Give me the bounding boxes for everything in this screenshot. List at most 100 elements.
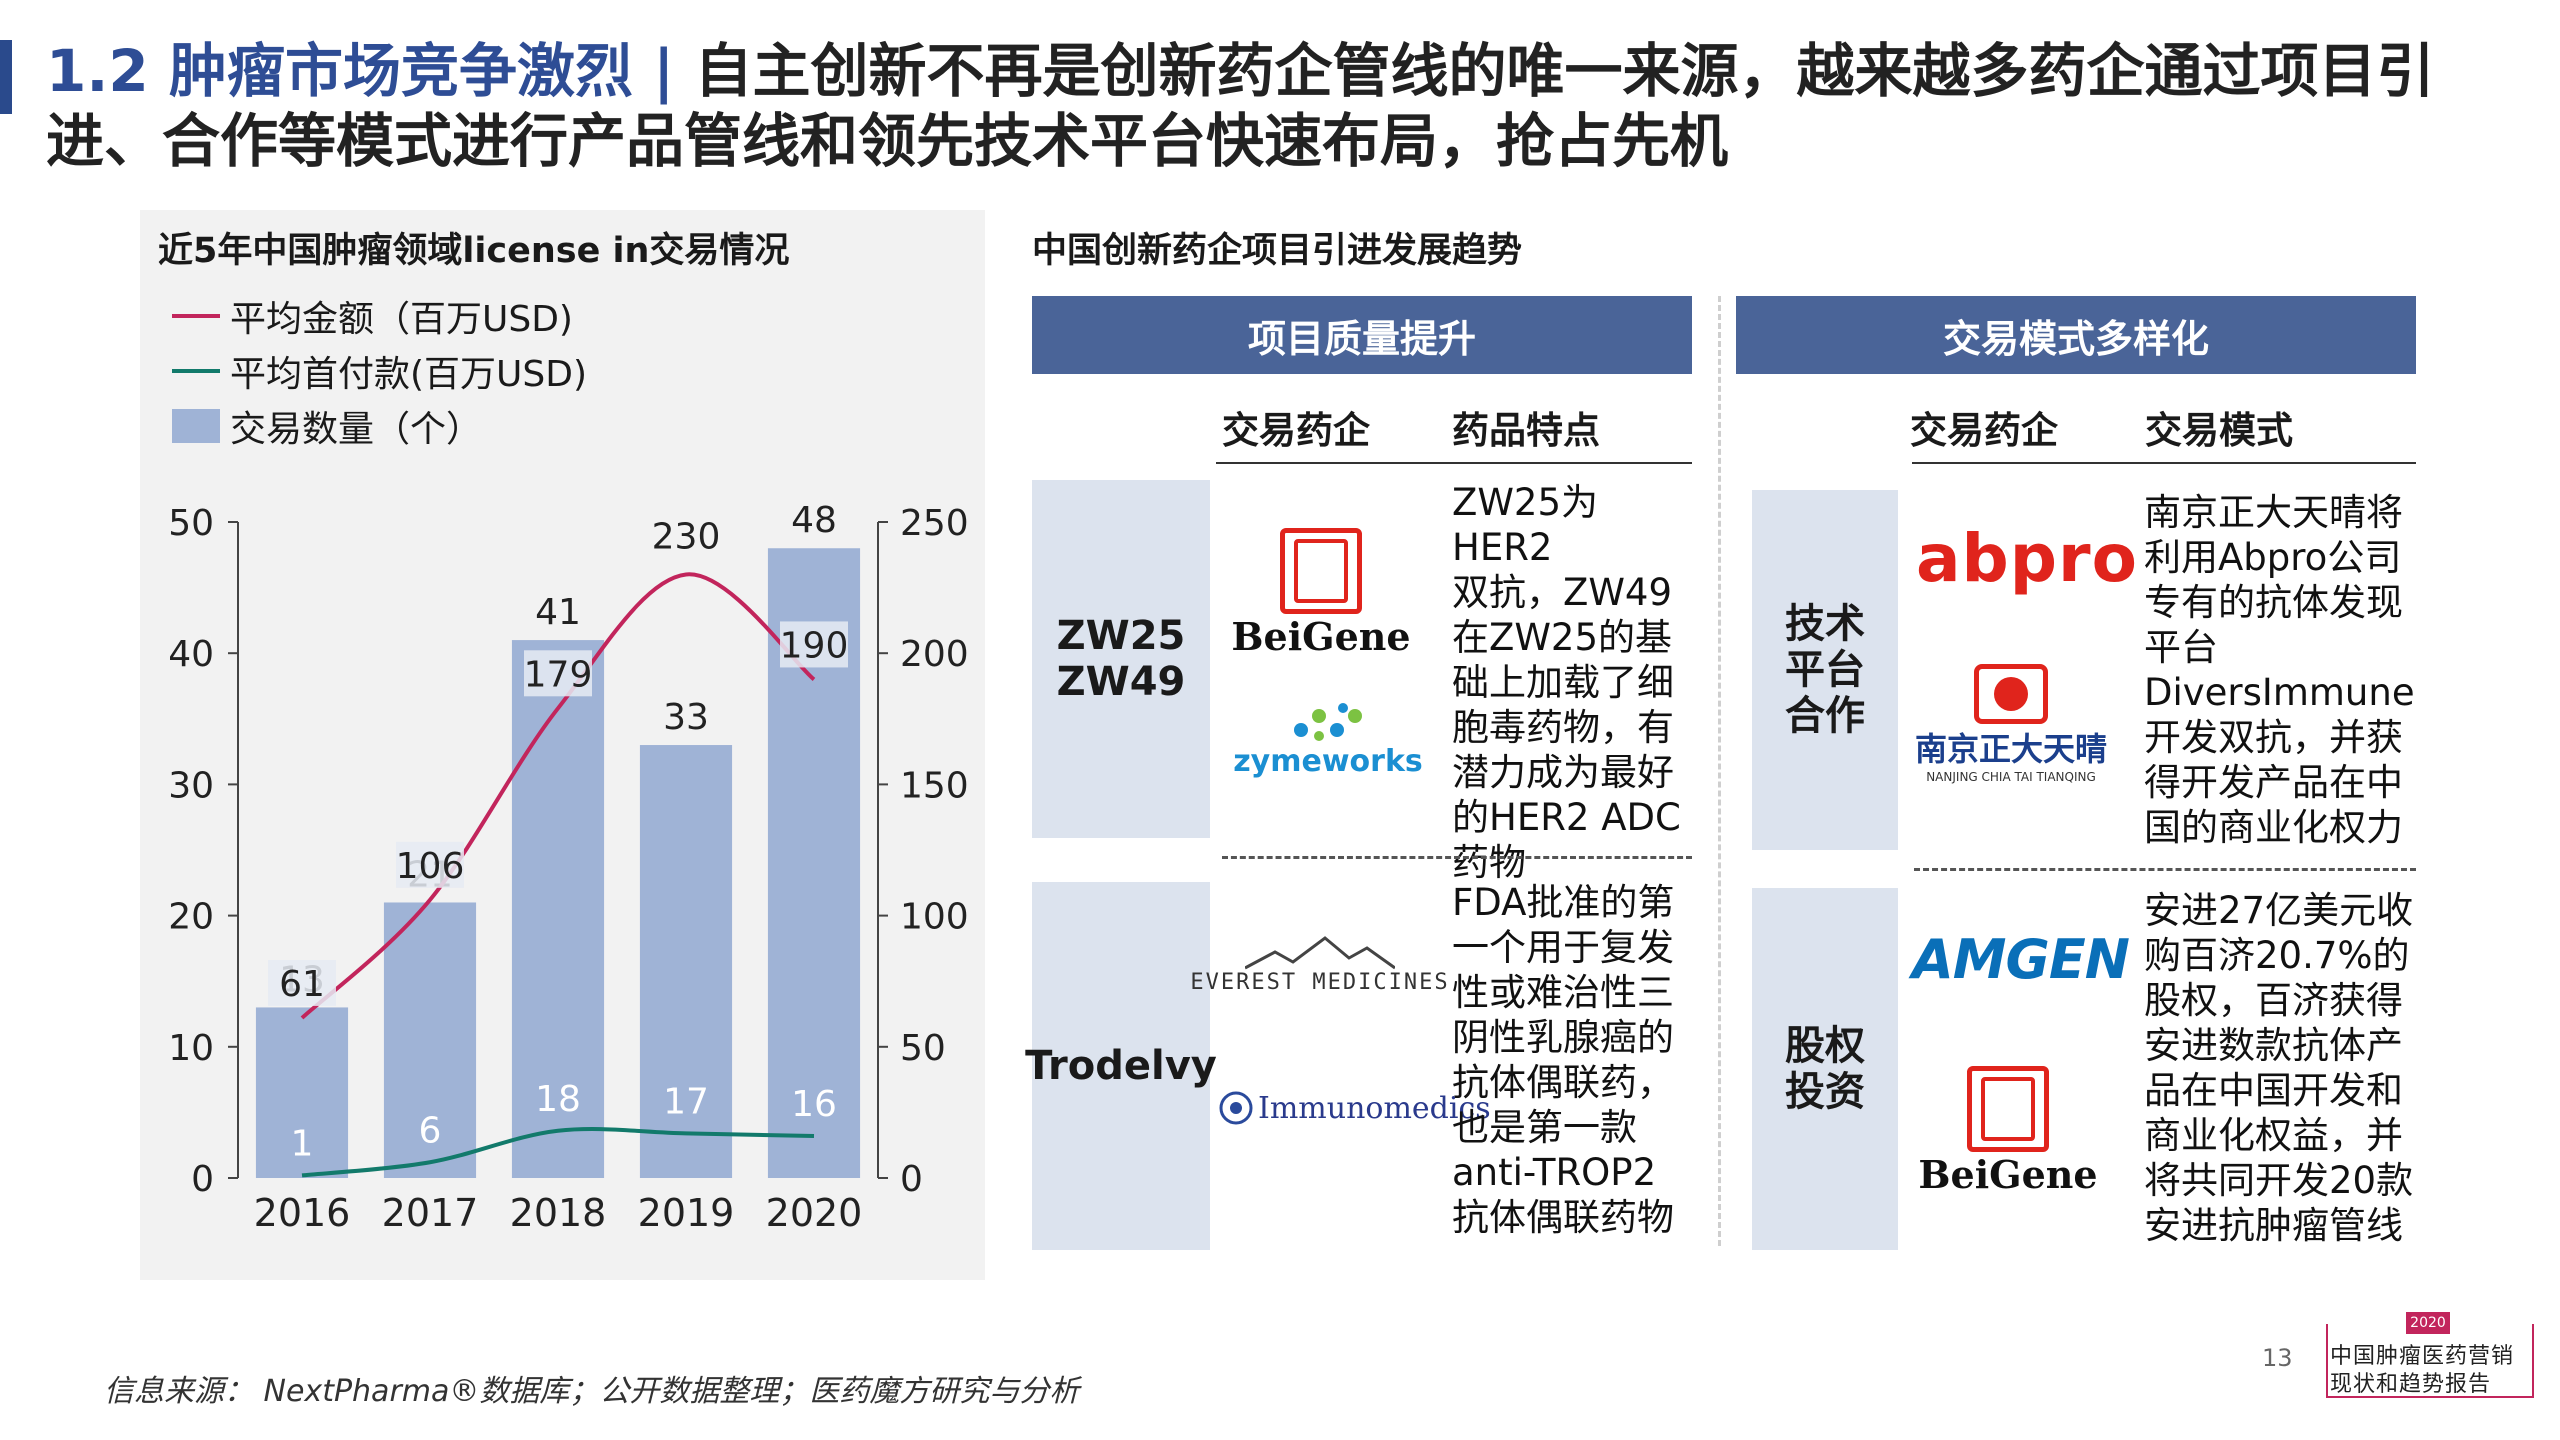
legend-label-avg-upfront: 平均首付款(百万USD): [230, 354, 588, 395]
line-avg-upfront: [301, 1127, 815, 1178]
beigene-seal-icon-2: [1967, 1066, 2049, 1152]
beigene-seal-icon: [1280, 528, 1362, 614]
y-left-tick-label: 10: [168, 1028, 214, 1069]
legend-swatch-avg-upfront: [172, 369, 220, 373]
quality-row-2-label: Trodelvy: [1025, 882, 1217, 1250]
immunomedics-icon: [1219, 1091, 1253, 1125]
avg-amount-label-bg: [524, 650, 592, 697]
bar-deal-count: [511, 640, 605, 1178]
avg-amount-label: 179: [524, 654, 593, 695]
legend-item-deal-count: 交易数量（个）: [172, 400, 482, 452]
quality-row-1-label: ZW25 ZW49: [1032, 480, 1210, 838]
legend-label-deal-count: 交易数量（个）: [230, 409, 483, 450]
bar-value-label: 33: [663, 697, 709, 738]
mode-row-2-desc: 安进27亿美元收 购百济20.7%的 股权，百济获得 安进数款抗体产 品在中国开…: [2144, 889, 2414, 1247]
mode-row-2-label: 股权 投资: [1752, 888, 1898, 1250]
mode-col-company: 交易药企: [1910, 409, 2058, 452]
title-text-2: 进、合作等模式进行产品管线和领先技术平台快速布局，抢占先机: [46, 107, 1729, 175]
zymeworks-logo: zymeworks: [1228, 700, 1428, 779]
everest-wordmark: EVEREST MEDICINES: [1190, 970, 1450, 995]
beigene-wordmark-2: BeiGene: [1918, 1152, 2098, 1197]
legend-item-avg-amount: 平均金额（百万USD): [172, 290, 573, 342]
badge-line-1: 中国肿瘤医药营销: [2330, 1344, 2515, 1369]
ctq-emblem-icon: [1974, 664, 2048, 724]
zymeworks-dots-icon: [1294, 703, 1362, 741]
badge-year: 2020: [2406, 1312, 2450, 1334]
beigene-logo-2: BeiGene: [1910, 1066, 2106, 1197]
beigene-logo-1: BeiGene: [1226, 528, 1416, 659]
section-title: 1.2 肿瘤市场竞争激烈: [46, 37, 633, 105]
x-tick-label: 2020: [766, 1191, 863, 1235]
bar-deal-count: [383, 902, 477, 1178]
mode-row-1-label: 技术 平台 合作: [1752, 490, 1898, 850]
badge-line-2: 现状和趋势报告: [2330, 1372, 2492, 1397]
bar-deal-count: [639, 745, 733, 1178]
title-separator: |: [653, 37, 675, 105]
avg-amount-label-bg: [780, 621, 848, 668]
title-accent-bar: [0, 40, 12, 114]
avg-upfront-label: 17: [663, 1081, 709, 1122]
quality-row-divider: [1222, 856, 1692, 859]
legend-swatch-avg-amount: [172, 314, 220, 318]
page-number: 13: [2262, 1344, 2293, 1372]
quality-header-rule: [1216, 462, 1692, 464]
mode-col-mode: 交易模式: [2145, 409, 2293, 452]
avg-amount-label: 230: [652, 516, 721, 557]
title-text-1: 自主创新不再是创新药企管线的唯一来源，越来越多药企通过项目引: [694, 37, 2435, 105]
bar-value-label: 48: [791, 500, 837, 541]
quality-band: 项目质量提升: [1032, 296, 1692, 374]
x-tick-label: 2016: [254, 1191, 351, 1235]
zymeworks-wordmark: zymeworks: [1233, 744, 1423, 779]
y-left-tick-label: 20: [168, 897, 214, 938]
bar-value-label: 41: [535, 592, 581, 633]
abpro-logo: abpro: [1916, 520, 2138, 597]
legend-item-avg-upfront: 平均首付款(百万USD): [172, 345, 587, 397]
chart-title: 近5年中国肿瘤领域license in交易情况: [158, 231, 790, 271]
y-right-tick-label: 250: [900, 503, 969, 544]
avg-upfront-label: 16: [791, 1084, 837, 1125]
y-right-tick-label: 150: [900, 765, 969, 806]
ctq-logo: 南京正大天晴 NANJING CHIA TAI TIANQING: [1906, 664, 2116, 784]
x-tick-label: 2018: [510, 1191, 607, 1235]
y-right-tick-label: 50: [900, 1028, 946, 1069]
quality-row-1-desc: ZW25为HER2 双抗，ZW49 在ZW25的基 础上加载了细 胞毒药物，有 …: [1452, 481, 1681, 884]
avg-amount-label: 106: [396, 846, 465, 887]
mode-header-rule: [1912, 462, 2416, 464]
mode-row-divider: [1914, 868, 2416, 871]
quality-row-2-desc: FDA批准的第 一个用于复发 性或难治性三 阴性乳腺癌的 抗体偶联药， 也是第一…: [1452, 881, 1675, 1239]
quality-col-feature: 药品特点: [1452, 409, 1600, 452]
y-right-tick-label: 0: [900, 1159, 923, 1200]
section-divider: [1718, 296, 1721, 1246]
report-badge: 2020 中国肿瘤医药营销 现状和趋势报告: [2326, 1312, 2536, 1400]
license-in-chart: 0102030405005010015020025013214133482016…: [168, 500, 969, 1235]
avg-upfront-label: 1: [291, 1123, 314, 1164]
everest-mountain-icon: [1245, 936, 1395, 970]
mode-row-1-desc: 南京正大天晴将 利用Abpro公司 专有的抗体发现 平台 DiversImmun…: [2144, 491, 2415, 849]
avg-amount-label: 61: [279, 964, 325, 1005]
ctq-wordmark-cn: 南京正大天晴: [1914, 730, 2107, 768]
avg-upfront-label: 18: [535, 1079, 581, 1120]
quality-col-company: 交易药企: [1222, 409, 1370, 452]
legend-label-avg-amount: 平均金额（百万USD): [230, 299, 573, 340]
avg-upfront-label: 6: [419, 1110, 442, 1151]
avg-amount-label-bg: [268, 959, 336, 1006]
bar-deal-count: [255, 1007, 349, 1178]
x-tick-label: 2019: [638, 1191, 735, 1235]
y-left-tick-label: 0: [191, 1159, 214, 1200]
y-right-tick-label: 100: [900, 897, 969, 938]
mode-band: 交易模式多样化: [1736, 296, 2416, 374]
y-right-tick-label: 200: [900, 634, 969, 675]
y-left-tick-label: 40: [168, 634, 214, 675]
page-title-line-2: 进、合作等模式进行产品管线和领先技术平台快速布局，抢占先机: [46, 108, 1728, 174]
page-title-line-1: 1.2 肿瘤市场竞争激烈 | 自主创新不再是创新药企管线的唯一来源，越来越多药企…: [46, 38, 2435, 104]
line-avg-amount: [300, 572, 816, 1020]
data-source-note: 信息来源： NextPharma®数据库；公开数据整理；医药魔方研究与分析: [104, 1374, 1080, 1409]
beigene-wordmark: BeiGene: [1231, 614, 1411, 659]
everest-logo: EVEREST MEDICINES: [1190, 936, 1448, 995]
avg-amount-label-bg: [396, 841, 464, 888]
amgen-logo: AMGEN: [1912, 928, 2130, 991]
legend-swatch-deal-count: [172, 409, 220, 443]
y-left-tick-label: 30: [168, 765, 214, 806]
immunomedics-wordmark: Immunomedics: [1258, 1090, 1491, 1126]
immunomedics-logo: Immunomedics: [1218, 1090, 1491, 1126]
